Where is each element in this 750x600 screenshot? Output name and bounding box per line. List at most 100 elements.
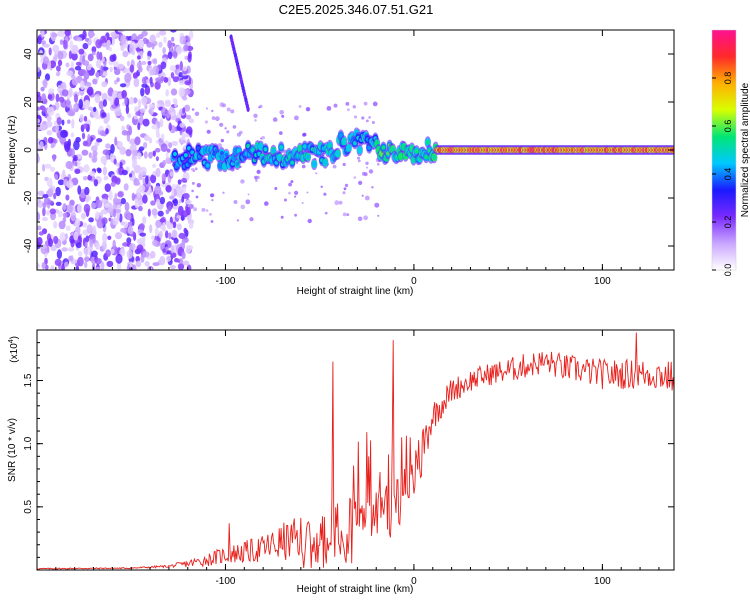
- spectrogram-noise-blob: [178, 232, 186, 239]
- spectrogram-noise-blob: [122, 50, 129, 58]
- spectrogram-noise-blob: [61, 247, 68, 252]
- spectrogram-noise-blob: [80, 212, 86, 220]
- spectrogram-noise-blob: [161, 173, 166, 182]
- spectrogram-noise-blob: [83, 164, 90, 173]
- spectrogram-noise-blob: [150, 174, 157, 184]
- spectrogram-noise-blob: [154, 227, 159, 237]
- spectrogram-noise-blob: [73, 154, 78, 162]
- spectrogram-scatter-dot: [323, 192, 327, 196]
- spectrogram-carrier-core: [357, 147, 362, 153]
- spectrogram-carrier-core: [277, 155, 282, 160]
- spectrogram-noise-blob: [137, 66, 143, 73]
- spectrogram-noise-blob: [68, 87, 73, 98]
- spectrogram-scatter-dot: [334, 200, 340, 206]
- spectrogram-noise-blob: [37, 211, 41, 222]
- spectrogram-noise-blob: [177, 258, 181, 263]
- spectrogram-carrier-core: [398, 154, 403, 159]
- spectrogram-scatter-dot: [211, 116, 216, 120]
- spectrogram-carrier-core: [381, 145, 386, 150]
- spectrogram-noise-blob: [134, 198, 139, 209]
- spectrogram-scatter-dot: [363, 101, 368, 106]
- spectrogram-scatter-dot: [280, 215, 284, 219]
- spectrogram-noise-blob: [58, 96, 65, 103]
- spectrogram-noise-blob: [43, 43, 50, 48]
- spectrogram-noise-blob: [125, 149, 132, 157]
- spectrogram-scatter-dot: [346, 213, 350, 217]
- spectrogram-noise-blob: [129, 64, 135, 73]
- spectrogram-noise-blob: [124, 72, 132, 83]
- spectrogram-noise-blob: [84, 241, 88, 248]
- spectrogram-scatter-dot: [279, 131, 283, 135]
- spectrogram-noise-blob: [53, 192, 57, 200]
- spectrogram-noise-blob: [178, 72, 183, 78]
- spectrogram-scatter-dot: [345, 102, 350, 106]
- spectrogram-noise-blob: [55, 71, 61, 77]
- snr-series-line: [37, 332, 674, 570]
- spectrogram-noise-blob: [77, 250, 83, 257]
- spectrogram-noise-blob: [131, 218, 135, 226]
- spectrogram-noise-blob: [126, 237, 132, 244]
- spectrogram-noise-blob: [91, 263, 96, 270]
- spectrogram-noise-blob: [44, 73, 51, 81]
- spectrogram-noise-blob: [151, 208, 158, 216]
- spectrogram-noise-blob: [160, 143, 168, 152]
- spectrogram-noise-blob: [50, 265, 55, 270]
- spectrogram-noise-blob: [137, 34, 144, 40]
- spectrogram-noise-blob: [175, 45, 183, 55]
- spectrogram-carrier-core: [173, 151, 177, 157]
- spectrogram-carrier-core: [222, 164, 227, 169]
- spectrogram-noise-blob: [136, 188, 142, 198]
- spectrogram-noise-blob: [109, 54, 116, 62]
- spectrogram-noise-blob: [153, 58, 158, 65]
- spectrogram-noise-blob: [57, 210, 63, 218]
- spectrogram-noise-blob: [113, 61, 120, 68]
- spectrogram-scatter-dot: [366, 166, 368, 169]
- spectrogram-noise-blob: [142, 194, 148, 204]
- spectrogram-noise-blob: [178, 80, 185, 86]
- spectrogram-noise-blob: [103, 60, 107, 67]
- spectrogram-noise-blob: [39, 141, 44, 150]
- spectrogram-noise-blob: [48, 47, 52, 56]
- spectrogram-scatter-dot: [352, 105, 356, 109]
- spectrogram-noise-blob: [77, 203, 83, 214]
- spectrogram-scatter-dot: [191, 181, 195, 185]
- spectrogram-scatter-dot: [364, 195, 370, 201]
- spectrogram-noise-blob: [179, 258, 184, 265]
- spectrogram-scatter-dot: [324, 211, 328, 215]
- spectrogram-noise-blob: [91, 202, 97, 210]
- spectrogram-xtick-label: -100: [215, 276, 235, 287]
- spectrogram-noise-blob: [114, 192, 118, 203]
- spectrogram-noise-blob: [87, 134, 91, 144]
- colorbar-tick-label: 0.6: [723, 120, 733, 133]
- spectrogram-noise-blob: [126, 249, 133, 259]
- spectrogram-noise-blob: [82, 60, 90, 66]
- spectrogram-noise-blob: [37, 66, 41, 73]
- spectrogram-noise-blob: [165, 255, 172, 262]
- spectrogram-noise-blob: [135, 260, 142, 268]
- spectrogram-noise-blob: [42, 194, 49, 199]
- spectrogram-carrier-core: [218, 163, 223, 168]
- spectrogram-noise-blob: [101, 209, 106, 215]
- spectrogram-noise-blob: [105, 143, 111, 149]
- spectrogram-scatter-dot: [363, 172, 368, 177]
- spectrogram-noise-blob: [162, 160, 167, 166]
- spectrogram-scatter-dot: [279, 110, 285, 115]
- spectrogram-scatter-dot: [236, 132, 241, 137]
- spectrogram-noise-blob: [145, 175, 149, 185]
- spectrogram-scatter-dot: [210, 193, 215, 198]
- spectrogram-scatter-dot: [294, 213, 297, 217]
- spectrogram-scatter-dot: [193, 207, 198, 212]
- spectrogram-noise-blob: [172, 76, 179, 83]
- spectrogram-scatter-dot: [358, 180, 363, 185]
- spectrogram-noise-blob: [108, 217, 112, 222]
- spectrogram-noise-blob: [65, 62, 70, 68]
- spectrogram-noise-blob: [58, 220, 66, 230]
- spectrogram-noise-blob: [96, 138, 103, 143]
- spectrogram-noise-blob: [127, 113, 132, 119]
- spectrogram-noise-blob: [152, 262, 160, 267]
- page-title: C2E5.2025.346.07.51.G21: [278, 2, 434, 17]
- spectrogram-noise-blob: [82, 140, 88, 147]
- spectrogram-scatter-dot: [191, 167, 194, 171]
- spectrogram-noise-blob: [41, 40, 46, 45]
